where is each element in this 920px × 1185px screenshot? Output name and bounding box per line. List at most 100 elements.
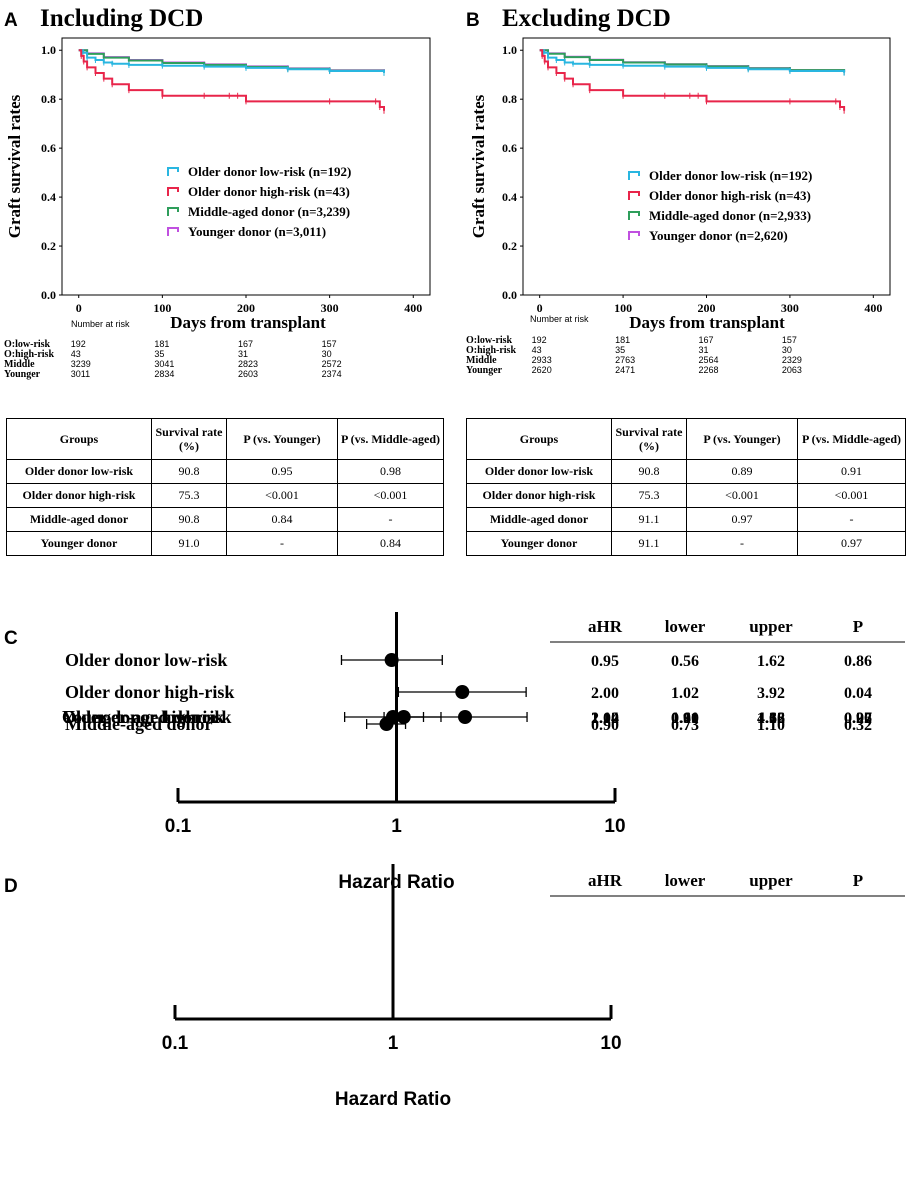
legend-label: Older donor low-risk (n=192)	[649, 168, 812, 183]
table-cell: 91.0	[151, 531, 227, 556]
risk-row-label: O:low-risk	[466, 335, 513, 346]
risk-count: 31	[699, 345, 709, 355]
risk-count: 167	[238, 339, 253, 349]
table-cell: 0.26	[844, 710, 872, 727]
series-line	[78, 49, 385, 111]
table-cell: Older donor low-risk	[466, 459, 612, 484]
table-cell: 90.8	[151, 459, 227, 484]
table-row: Younger donor 91.0 - 0.84	[6, 531, 444, 556]
risk-count: 3011	[71, 369, 90, 379]
risk-count: 2933	[532, 355, 552, 365]
table-cell: 0.97	[797, 531, 906, 556]
table-cell: 0.90	[591, 717, 619, 734]
legend-label: Middle-aged donor (n=2,933)	[649, 208, 811, 223]
table-cell: 0.84	[337, 531, 444, 556]
x-tick-label: 100	[153, 301, 171, 315]
table-cell: 90.8	[611, 459, 687, 484]
y-tick-label: 1.0	[502, 43, 517, 57]
risk-count: 30	[782, 345, 792, 355]
series-line	[539, 49, 846, 111]
table-cell: 0.84	[226, 507, 338, 532]
table-cell: <0.001	[226, 483, 338, 508]
y-tick-label: 0.2	[41, 239, 56, 253]
risk-row-label: O:low-risk	[4, 339, 51, 350]
risk-count: 31	[238, 349, 248, 359]
panel-label: C	[4, 628, 18, 649]
table-cell: <0.001	[797, 483, 906, 508]
risk-count: 30	[322, 349, 332, 359]
x-tick-label: 300	[321, 301, 339, 315]
table-header: Survival rate (%)	[151, 418, 227, 460]
x-tick-label: 0.1	[162, 1033, 189, 1054]
risk-row-label: Younger	[4, 369, 41, 380]
panel-label: D	[4, 876, 18, 897]
table-cell: 1.38	[757, 710, 785, 727]
y-tick-label: 0.0	[41, 288, 56, 302]
row-label: Older donor low-risk	[62, 707, 224, 727]
legend-swatch	[167, 207, 179, 216]
y-tick-label: 0.0	[502, 288, 517, 302]
table-row: Older donor high-risk 75.3 <0.001 <0.001	[466, 483, 906, 508]
risk-count: 3041	[154, 359, 174, 369]
table-row: Younger donor 91.1 - 0.97	[466, 531, 906, 556]
table-cell: Older donor low-risk	[6, 459, 152, 484]
row-label: Older donor low-risk	[65, 650, 227, 670]
table-cell: Older donor high-risk	[466, 483, 612, 508]
risk-count: 2620	[532, 365, 552, 375]
table-header: upper	[749, 617, 793, 636]
table-cell: 0.32	[844, 717, 872, 734]
series-line	[539, 49, 846, 72]
legend-label: Older donor high-risk (n=43)	[188, 184, 350, 199]
risk-count: 35	[615, 345, 625, 355]
legend-swatch	[628, 211, 640, 220]
hazard-ratio-point	[384, 653, 399, 667]
table-row: Older donor low-risk 90.8 0.95 0.98	[6, 459, 444, 484]
y-tick-label: 1.0	[41, 43, 56, 57]
risk-row-label: O:high-risk	[466, 345, 516, 356]
table-cell: 1.66	[757, 710, 785, 727]
y-axis-label: Graft survival rates	[5, 94, 24, 238]
legend-label: Older donor high-risk (n=43)	[649, 188, 811, 203]
table-header: Groups	[466, 418, 612, 460]
risk-count: 181	[615, 335, 630, 345]
risk-row-label: Middle	[4, 359, 35, 370]
legend-swatch	[628, 231, 640, 240]
risk-count: 2063	[782, 365, 802, 375]
table-cell: 4.12	[757, 710, 785, 727]
x-axis-label: Days from transplant	[170, 313, 326, 332]
risk-count: 167	[699, 335, 714, 345]
x-tick-label: 1	[388, 1033, 399, 1054]
x-tick-label: 200	[698, 301, 716, 315]
risk-count: 2564	[699, 355, 719, 365]
table-cell: 0.04	[844, 685, 872, 702]
table-header: P (vs. Younger)	[686, 418, 798, 460]
table-cell: Younger donor	[466, 531, 612, 556]
risk-count: 43	[71, 349, 81, 359]
x-tick-label: 10	[600, 1033, 621, 1054]
table-header: P	[853, 617, 863, 636]
table-cell: Older donor high-risk	[6, 483, 152, 508]
legend-label: Middle-aged donor (n=3,239)	[188, 204, 350, 219]
table-row: Middle-aged donor 90.8 0.84 -	[6, 507, 444, 532]
y-tick-label: 0.2	[502, 239, 517, 253]
table-header: aHR	[588, 871, 623, 890]
table-header: P (vs. Younger)	[226, 418, 338, 460]
table-cell: -	[337, 507, 444, 532]
risk-count: 192	[532, 335, 547, 345]
risk-count: 181	[154, 339, 169, 349]
risk-count: 2471	[615, 365, 635, 375]
table-cell: 0.95	[226, 459, 338, 484]
risk-count: 3239	[71, 359, 91, 369]
table-cell: 1.02	[671, 685, 699, 702]
hazard-ratio-point	[458, 710, 473, 724]
risk-count: 2268	[699, 365, 719, 375]
table-cell: <0.001	[337, 483, 444, 508]
table-row: Middle-aged donor 91.1 0.97 -	[466, 507, 906, 532]
plot-frame	[522, 37, 891, 296]
risk-count: 2572	[322, 359, 342, 369]
table-cell: -	[797, 507, 906, 532]
table-cell: <0.001	[686, 483, 798, 508]
table-cell: 0.89	[686, 459, 798, 484]
y-tick-label: 0.8	[502, 92, 517, 106]
